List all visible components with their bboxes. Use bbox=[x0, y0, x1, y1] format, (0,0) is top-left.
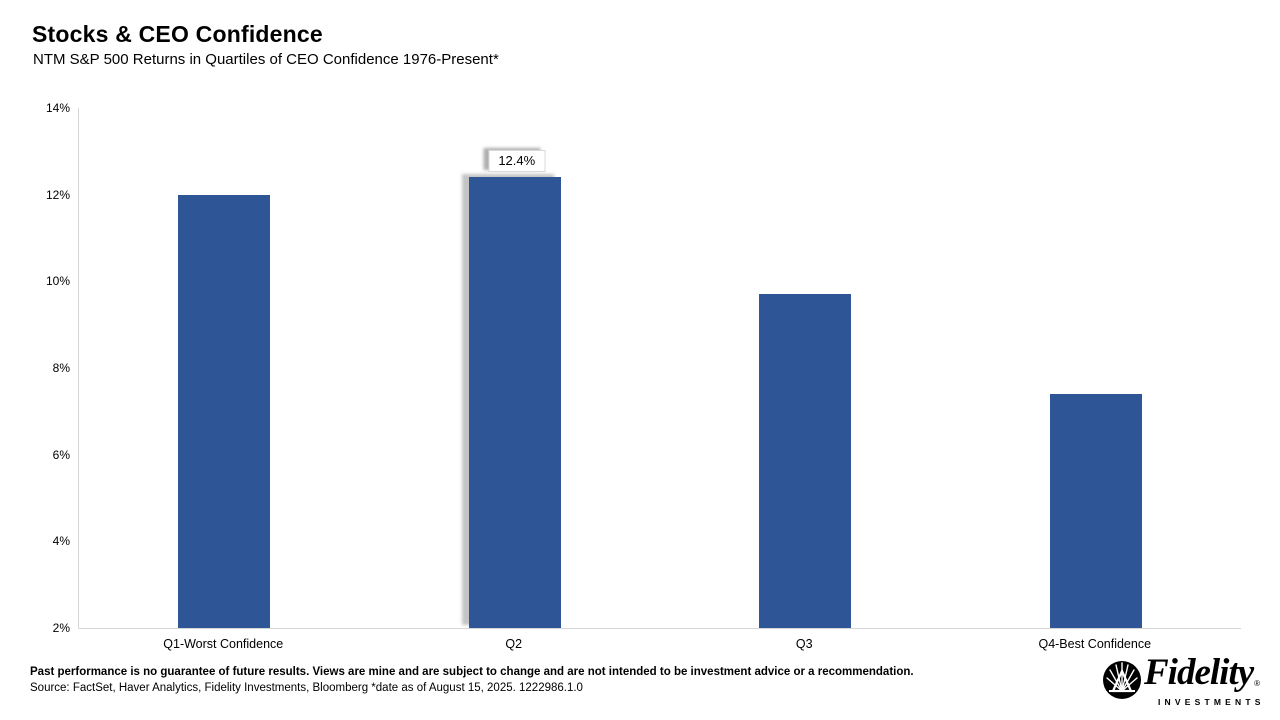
bar-q2 bbox=[468, 177, 561, 628]
fidelity-pyramid-icon bbox=[1102, 660, 1142, 705]
x-axis-labels: Q1-Worst Confidence Q2 Q3 Q4-Best Confidenc… bbox=[78, 637, 1240, 653]
data-label: 12.4% bbox=[488, 150, 546, 173]
bar-q4 bbox=[1049, 394, 1142, 628]
bar-slot-q2: 12.4% bbox=[370, 108, 661, 628]
bar-q1 bbox=[178, 194, 271, 628]
y-tick-label: 12% bbox=[45, 187, 70, 202]
bar-slot-q4 bbox=[951, 108, 1242, 628]
x-tick-label-q2: Q2 bbox=[505, 637, 523, 651]
page-title: Stocks & CEO Confidence bbox=[32, 21, 323, 47]
y-tick-label: 4% bbox=[52, 534, 70, 549]
y-tick-label: 14% bbox=[45, 101, 70, 115]
fidelity-investments-label: INVESTMENTS bbox=[1158, 697, 1265, 707]
x-tick-label-q3: Q3 bbox=[795, 637, 813, 651]
y-tick-label: 10% bbox=[45, 274, 70, 289]
y-tick-label: 8% bbox=[52, 361, 70, 375]
y-tick-label: 6% bbox=[52, 447, 70, 462]
registered-mark: ® bbox=[1254, 679, 1260, 688]
x-tick-label-q1: Q1-Worst Confidence bbox=[163, 637, 284, 651]
y-axis: 2% 4% 6% 8% 10% 12% 14% bbox=[24, 101, 70, 635]
fidelity-logo: Fidelity® INVESTMENTS bbox=[1102, 654, 1265, 707]
x-tick-label-q4: Q4-Best Confidence bbox=[1038, 637, 1152, 651]
bar-slot-q3 bbox=[660, 108, 951, 628]
plot-area: 12.4% bbox=[78, 108, 1241, 629]
footer-source: Source: FactSet, Haver Analytics, Fideli… bbox=[30, 682, 583, 694]
bar-slot-q1 bbox=[79, 108, 370, 628]
page-subtitle: NTM S&P 500 Returns in Quartiles of CEO … bbox=[33, 51, 499, 68]
fidelity-wordmark: Fidelity® bbox=[1144, 652, 1260, 693]
bar-q3 bbox=[759, 294, 852, 628]
y-tick-label: 2% bbox=[52, 621, 70, 635]
footer-disclaimer: Past performance is no guarantee of futu… bbox=[30, 666, 914, 678]
